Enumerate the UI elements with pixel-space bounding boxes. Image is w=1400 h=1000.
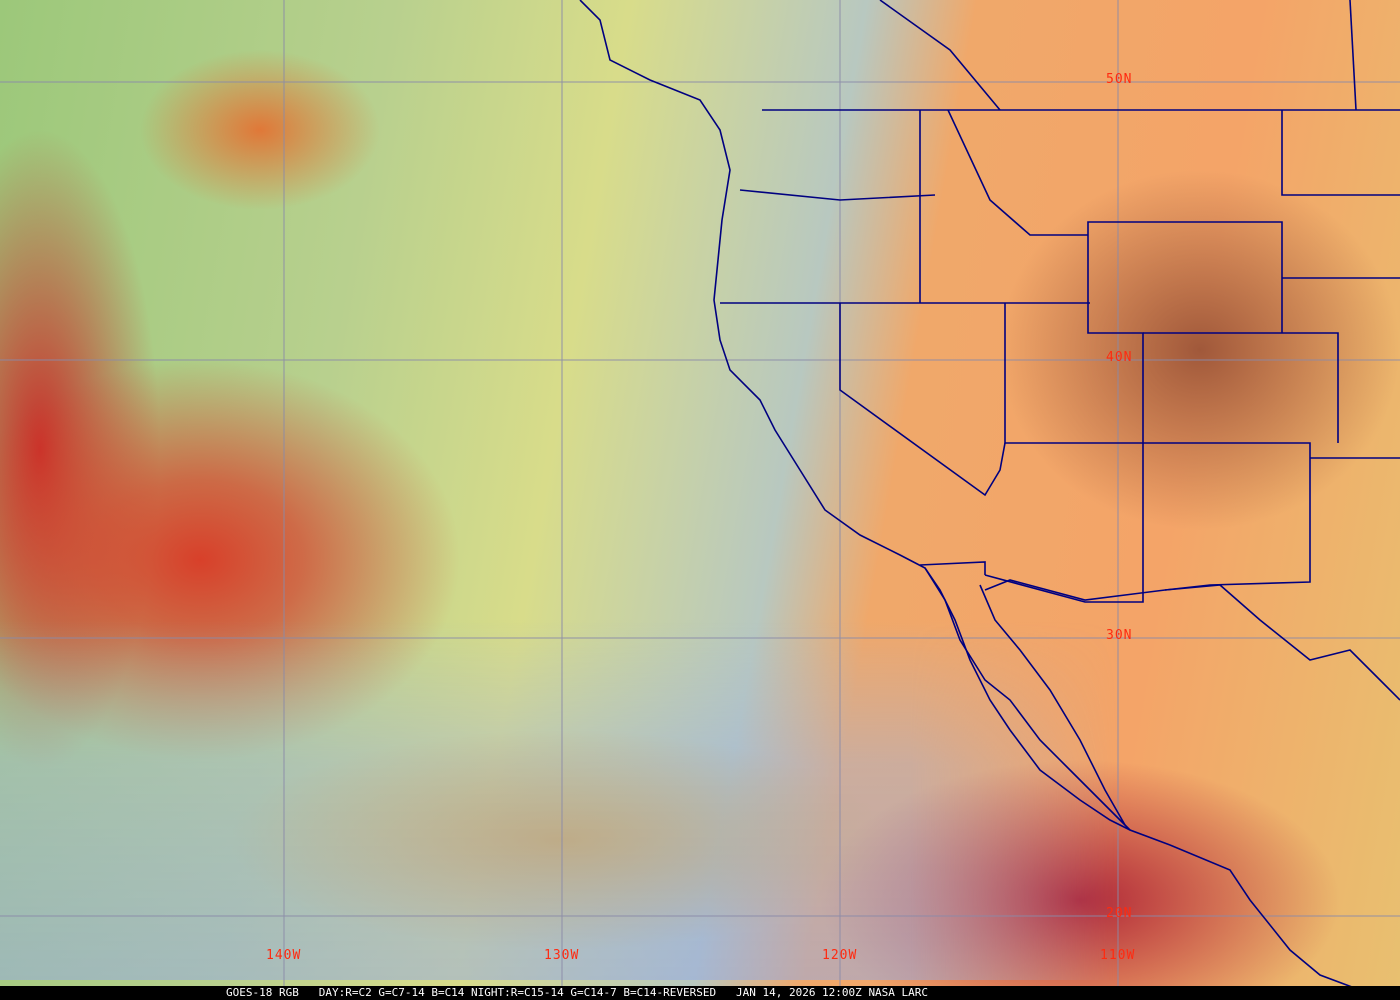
caption-recipe: DAY:R=C2 G=C7-14 B=C14 NIGHT:R=C15-14 G=…	[318, 986, 717, 999]
border-us-mexico	[919, 561, 986, 575]
coastline-baja	[924, 567, 1131, 831]
lat-label-40n: 40N	[1106, 350, 1133, 365]
border-wy	[1281, 110, 1400, 196]
border-bc-ab	[879, 0, 1001, 111]
image-caption: GOES-18 RGB DAY:R=C2 G=C7-14 B=C14 NIGHT…	[0, 986, 1400, 1000]
coastlines-borders	[579, 0, 1400, 991]
coastline-west	[579, 0, 1361, 991]
border-wa-or	[739, 189, 936, 201]
coastline-mexico-east	[984, 579, 1400, 701]
caption-datetime: JAN 14, 2026 12:00Z	[735, 986, 862, 999]
coastline-gulf-california	[979, 584, 1126, 826]
lon-label-140w: 140W	[266, 948, 302, 963]
border-az-nm	[984, 443, 1144, 603]
border-utah	[1004, 221, 1283, 444]
lon-label-110w: 110W	[1100, 948, 1136, 963]
caption-satellite: GOES-18 RGB	[226, 986, 299, 999]
border-nevada	[839, 303, 1006, 497]
border-colorado	[1143, 332, 1339, 443]
lon-label-120w: 120W	[822, 948, 858, 963]
border-idaho-mt	[947, 109, 1088, 236]
lat-label-30n: 30N	[1106, 628, 1133, 643]
lat-label-50n: 50N	[1106, 72, 1133, 87]
caption-source: NASA LARC	[868, 986, 929, 999]
lon-label-130w: 130W	[544, 948, 580, 963]
lat-label-20n: 20N	[1106, 906, 1133, 921]
border-mt-nd	[1349, 0, 1357, 111]
border-nm-tx	[1143, 442, 1311, 591]
